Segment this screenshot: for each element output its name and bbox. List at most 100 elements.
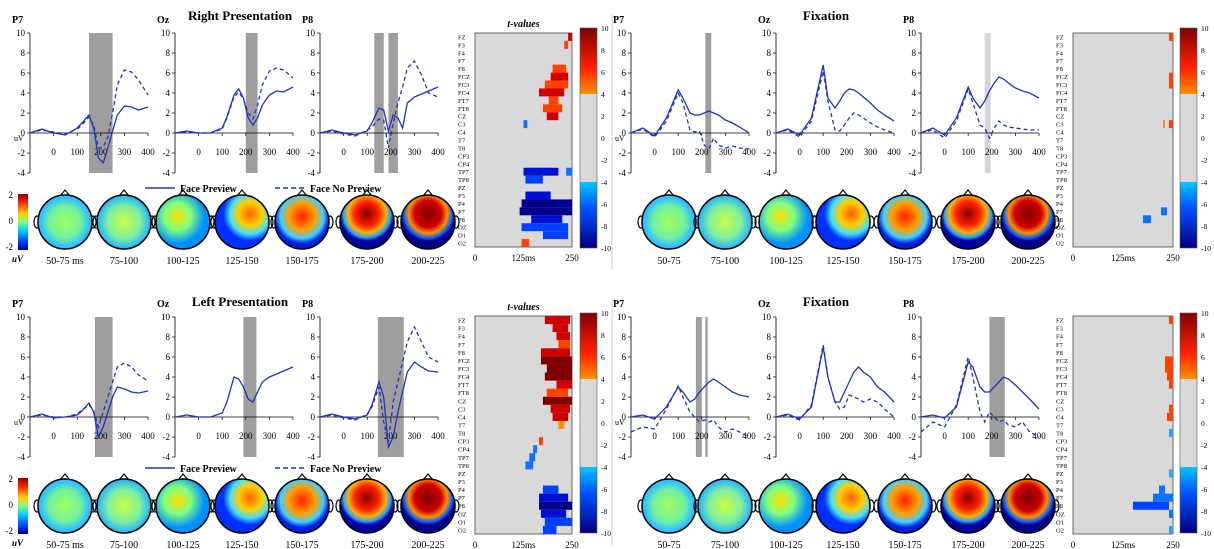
x-tick-label: 400 bbox=[887, 431, 901, 441]
heatmap-x-tick-label: 125ms bbox=[511, 540, 536, 549]
topomap-colorbar-unit: uV bbox=[12, 538, 24, 548]
x-tick-label: 300 bbox=[1009, 147, 1023, 157]
x-tick-label: 0 bbox=[942, 147, 947, 157]
y-tick-label: -4 bbox=[308, 168, 316, 178]
heatmap-cell bbox=[1169, 80, 1173, 89]
x-tick-label: 200 bbox=[695, 147, 709, 157]
electrode-label: Oz bbox=[157, 15, 170, 26]
colorbar-tick-label: -8 bbox=[601, 507, 607, 516]
heatmap-cell bbox=[521, 199, 572, 208]
channel-label: FT8 bbox=[458, 390, 469, 397]
heatmap-cell bbox=[1163, 120, 1165, 129]
y-unit-label: uV bbox=[14, 418, 24, 427]
series-face-preview bbox=[630, 378, 750, 420]
heatmap-cell bbox=[539, 88, 565, 97]
significance-shade bbox=[705, 33, 712, 173]
channel-label: TP8 bbox=[1056, 177, 1067, 184]
series-face-preview bbox=[174, 86, 294, 134]
y-tick-label: 0 bbox=[21, 412, 26, 422]
heatmap-cell bbox=[1153, 493, 1173, 502]
heatmap-cell bbox=[552, 64, 567, 73]
heatmap-cell bbox=[540, 348, 571, 357]
heatmap-cell bbox=[566, 167, 572, 176]
heatmap-cell bbox=[542, 485, 559, 494]
y-tick-label: -2 bbox=[18, 432, 26, 442]
x-tick-label: 100 bbox=[671, 431, 685, 441]
topomap-label: 125-150 bbox=[826, 256, 859, 267]
colorbar-tick-label: 2 bbox=[601, 112, 605, 121]
channel-label: CZ bbox=[1056, 398, 1064, 405]
head-outline bbox=[641, 194, 697, 250]
colorbar-tick-label: 4 bbox=[601, 375, 605, 384]
tvalue-heatmap: t-valuesFZF3F4F7F8FCZFC3FC4FT7FT8CZC3C4T… bbox=[458, 19, 579, 263]
heatmap-title: t-values bbox=[507, 19, 539, 30]
y-tick-label: 10 bbox=[617, 312, 627, 322]
topomap-label: 75-100 bbox=[110, 256, 138, 267]
colorbar-tick-label: 4 bbox=[1201, 90, 1205, 99]
significance-shade bbox=[695, 317, 702, 457]
topomap-row: 50-75 75-100 100-125 125-150 150-175 175-200 2… bbox=[637, 189, 1060, 267]
channel-label: CP3 bbox=[1056, 153, 1067, 160]
colorbar-tick-label: -6 bbox=[601, 485, 607, 494]
y-tick-label: 4 bbox=[21, 88, 26, 98]
channel-label: F3 bbox=[1056, 326, 1063, 333]
panel-title: Fixation bbox=[803, 294, 850, 309]
head-outline bbox=[758, 478, 814, 534]
channel-label: FT7 bbox=[458, 98, 470, 105]
channel-label: CZ bbox=[458, 114, 466, 121]
channel-label: T7 bbox=[458, 138, 466, 145]
channel-label: FC4 bbox=[458, 374, 470, 381]
head-nose bbox=[899, 473, 911, 481]
series-face-no-preview bbox=[319, 325, 439, 443]
x-tick-label: 400 bbox=[1032, 147, 1046, 157]
channel-label: C4 bbox=[1056, 414, 1064, 421]
channel-label: F8 bbox=[458, 350, 465, 357]
heatmap-cell bbox=[558, 340, 571, 349]
colorbar-tick-label: -4 bbox=[1201, 463, 1207, 472]
topomap-label: 150-175 bbox=[888, 256, 921, 267]
channel-label: P3 bbox=[1056, 193, 1063, 200]
y-tick-label: 10 bbox=[16, 312, 26, 322]
heatmap-cell bbox=[1169, 33, 1173, 41]
channel-label: O1 bbox=[1056, 233, 1064, 240]
channel-label: P7 bbox=[1056, 495, 1064, 502]
channel-label: FC3 bbox=[1056, 366, 1067, 373]
channel-label: FC4 bbox=[458, 90, 470, 97]
y-tick-label: -4 bbox=[619, 452, 627, 462]
erp-plot-p7: P7 10 8 6 4 2 0 -2 -4 0 100 200 300 400 uV bbox=[613, 15, 756, 178]
y-tick-label: 2 bbox=[311, 108, 316, 118]
x-tick-label: 300 bbox=[263, 147, 277, 157]
head-nose bbox=[236, 473, 248, 481]
significance-shade bbox=[984, 33, 991, 173]
y-tick-label: 8 bbox=[912, 332, 917, 342]
channel-label: FC4 bbox=[1056, 90, 1068, 97]
topomap: 75-100 bbox=[92, 473, 156, 549]
y-tick-label: -2 bbox=[909, 432, 917, 442]
series-face-preview bbox=[29, 386, 149, 440]
head-outline bbox=[641, 478, 697, 534]
head-nose bbox=[361, 189, 373, 197]
significance-shade bbox=[989, 317, 1005, 457]
x-tick-label: 0 bbox=[797, 431, 802, 441]
head-nose bbox=[422, 473, 434, 481]
head-nose bbox=[59, 189, 71, 197]
topomap-label: 75-100 bbox=[711, 540, 739, 549]
erp-plot-p7: P7 10 8 6 4 2 0 -2 -4 0 100 200 300 400 uV bbox=[613, 299, 756, 462]
channel-label: P7 bbox=[458, 495, 466, 502]
tvalue-colorbar: 10 8 6 4 2 0 -2 -4 -6 -8 -10 bbox=[579, 24, 611, 253]
y-tick-label: 10 bbox=[762, 312, 772, 322]
head-nose bbox=[118, 473, 130, 481]
colorbar-tick-label: 2 bbox=[601, 397, 605, 406]
channel-label: O1 bbox=[458, 519, 466, 526]
heatmap-cell bbox=[533, 445, 538, 454]
topomap: 175-200 bbox=[936, 473, 1000, 549]
channel-label: F7 bbox=[458, 58, 466, 65]
heatmap-cell bbox=[1159, 485, 1165, 494]
y-tick-label: 8 bbox=[21, 332, 26, 342]
heatmap-x-tick-label: 250 bbox=[1166, 253, 1180, 263]
heatmap-cell bbox=[525, 191, 551, 200]
head-outline bbox=[339, 478, 395, 534]
x-tick-label: 200 bbox=[840, 147, 854, 157]
topomap: 125-150 bbox=[811, 189, 875, 267]
